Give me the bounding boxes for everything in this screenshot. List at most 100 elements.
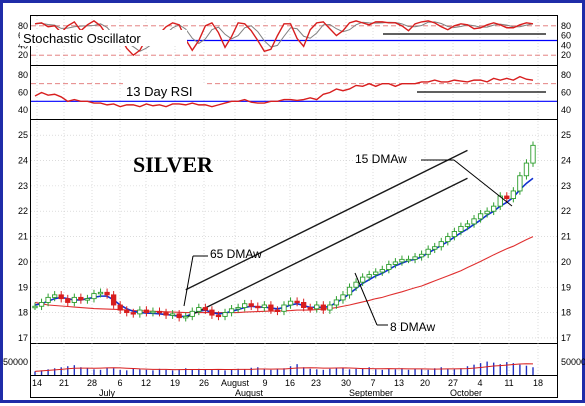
candle-body-44 bbox=[320, 304, 326, 311]
rsi-line bbox=[34, 75, 534, 108]
candle-body-64 bbox=[451, 231, 458, 238]
candle-body-21 bbox=[169, 313, 176, 316]
candle-body-68 bbox=[477, 213, 484, 220]
candle-body-11 bbox=[104, 291, 110, 296]
candle-body-76 bbox=[530, 144, 536, 164]
x-tick-11: 30 bbox=[341, 378, 351, 388]
candle-body-56 bbox=[399, 258, 405, 263]
candle-body-55 bbox=[392, 261, 399, 265]
candle-body-49 bbox=[353, 281, 359, 288]
x-tick-15: 27 bbox=[448, 378, 458, 388]
trend-channel-line-1 bbox=[185, 177, 468, 319]
candle-body-31 bbox=[235, 307, 241, 310]
candle-body-32 bbox=[242, 303, 248, 308]
price-tick-right-7: 18 bbox=[561, 308, 571, 318]
ma8-label: 8 DMAw bbox=[390, 320, 435, 334]
candle-body-37 bbox=[274, 309, 281, 313]
candle-body-57 bbox=[405, 258, 412, 262]
candle-body-20 bbox=[163, 312, 169, 316]
stochastic-tick-left-3: 20 bbox=[18, 50, 28, 60]
rsi-title: 13 Day RSI bbox=[126, 84, 192, 99]
price-tick-right-1: 24 bbox=[561, 156, 571, 166]
candle-body-66 bbox=[464, 223, 471, 227]
candle-body-47 bbox=[340, 294, 346, 301]
price-tick-left-0: 25 bbox=[18, 130, 28, 140]
x-tick-1: 21 bbox=[59, 378, 69, 388]
candle-body-41 bbox=[301, 302, 307, 308]
rsi-tick-right-1: 60 bbox=[561, 88, 571, 98]
candle-body-25 bbox=[196, 307, 202, 312]
candle-body-3 bbox=[52, 294, 58, 298]
candle-body-9 bbox=[91, 293, 97, 300]
candle-body-60 bbox=[425, 248, 431, 255]
stochastic-tick-right-3: 20 bbox=[561, 50, 571, 60]
candle-body-71 bbox=[497, 195, 503, 207]
price-tick-right-4: 21 bbox=[561, 232, 571, 242]
x-tick-7: August bbox=[221, 378, 250, 388]
stochastic-tick-left-0: 80 bbox=[18, 21, 28, 31]
rsi-tick-left-1: 60 bbox=[18, 88, 28, 98]
candle-body-12 bbox=[110, 294, 117, 306]
price-tick-right-8: 17 bbox=[561, 333, 571, 343]
candle-body-59 bbox=[418, 253, 425, 258]
candle-body-69 bbox=[484, 210, 490, 215]
rsi-tick-right-2: 40 bbox=[561, 105, 571, 115]
price-tick-left-3: 22 bbox=[18, 206, 28, 216]
candle-body-26 bbox=[202, 307, 209, 311]
price-tick-left-2: 23 bbox=[18, 181, 28, 191]
candle-body-62 bbox=[438, 241, 444, 248]
x-tick-0: 14 bbox=[32, 378, 42, 388]
x-tick-16: 4 bbox=[477, 378, 482, 388]
candle-body-67 bbox=[471, 218, 477, 225]
month-label-2: September bbox=[349, 388, 393, 398]
volume-tick-right-0: 50000 bbox=[561, 357, 585, 367]
candle-body-29 bbox=[222, 312, 228, 317]
price-title: SILVER bbox=[133, 152, 214, 177]
x-tick-4: 12 bbox=[141, 378, 151, 388]
rsi-tick-left-2: 40 bbox=[18, 105, 28, 115]
candle-body-13 bbox=[117, 304, 123, 311]
candle-body-5 bbox=[65, 298, 71, 303]
grid-lines bbox=[31, 16, 557, 375]
ma15-pointer-arm bbox=[453, 159, 513, 207]
candle-body-22 bbox=[176, 313, 182, 319]
candle-body-27 bbox=[209, 309, 215, 316]
candle-body-2 bbox=[45, 296, 51, 303]
rsi-tick-left-0: 80 bbox=[18, 70, 28, 80]
candle-body-1 bbox=[38, 302, 45, 307]
candle-body-35 bbox=[261, 304, 267, 308]
candle-body-30 bbox=[228, 308, 235, 314]
price-tick-left-5: 20 bbox=[18, 257, 28, 267]
candle-body-7 bbox=[78, 296, 84, 301]
rsi-tick-right-0: 80 bbox=[561, 70, 571, 80]
ma15-label: 15 DMAw bbox=[355, 152, 407, 166]
candle-body-65 bbox=[458, 225, 464, 232]
candle-body-63 bbox=[445, 236, 451, 243]
volume-bars bbox=[34, 361, 534, 375]
candle-body-46 bbox=[333, 299, 340, 306]
candle-body-70 bbox=[491, 205, 497, 212]
volume-tick-left-0: 50000 bbox=[3, 357, 28, 367]
ma65-pointer-arm bbox=[183, 255, 194, 307]
reference-levels bbox=[31, 25, 557, 102]
price-tick-right-2: 23 bbox=[561, 181, 571, 191]
candle-body-16 bbox=[137, 309, 143, 315]
candle-body-34 bbox=[255, 305, 261, 309]
price-tick-left-4: 21 bbox=[18, 232, 28, 242]
candle-body-0 bbox=[32, 305, 38, 309]
x-tick-8: 9 bbox=[262, 378, 267, 388]
month-label-1: August bbox=[235, 388, 264, 398]
candle-body-36 bbox=[268, 304, 274, 311]
price-tick-right-3: 22 bbox=[561, 206, 571, 216]
candle-body-19 bbox=[156, 310, 163, 314]
axis-ticks: 8080606040402020808060604040252524242323… bbox=[3, 21, 585, 398]
price-tick-left-8: 17 bbox=[18, 333, 28, 343]
candle-body-38 bbox=[281, 304, 287, 312]
candle-body-51 bbox=[366, 274, 372, 278]
candle-body-53 bbox=[379, 269, 385, 273]
x-tick-18: 18 bbox=[533, 378, 543, 388]
price-candles bbox=[32, 141, 536, 322]
candle-body-18 bbox=[150, 310, 156, 314]
volume-average-line bbox=[34, 363, 534, 372]
